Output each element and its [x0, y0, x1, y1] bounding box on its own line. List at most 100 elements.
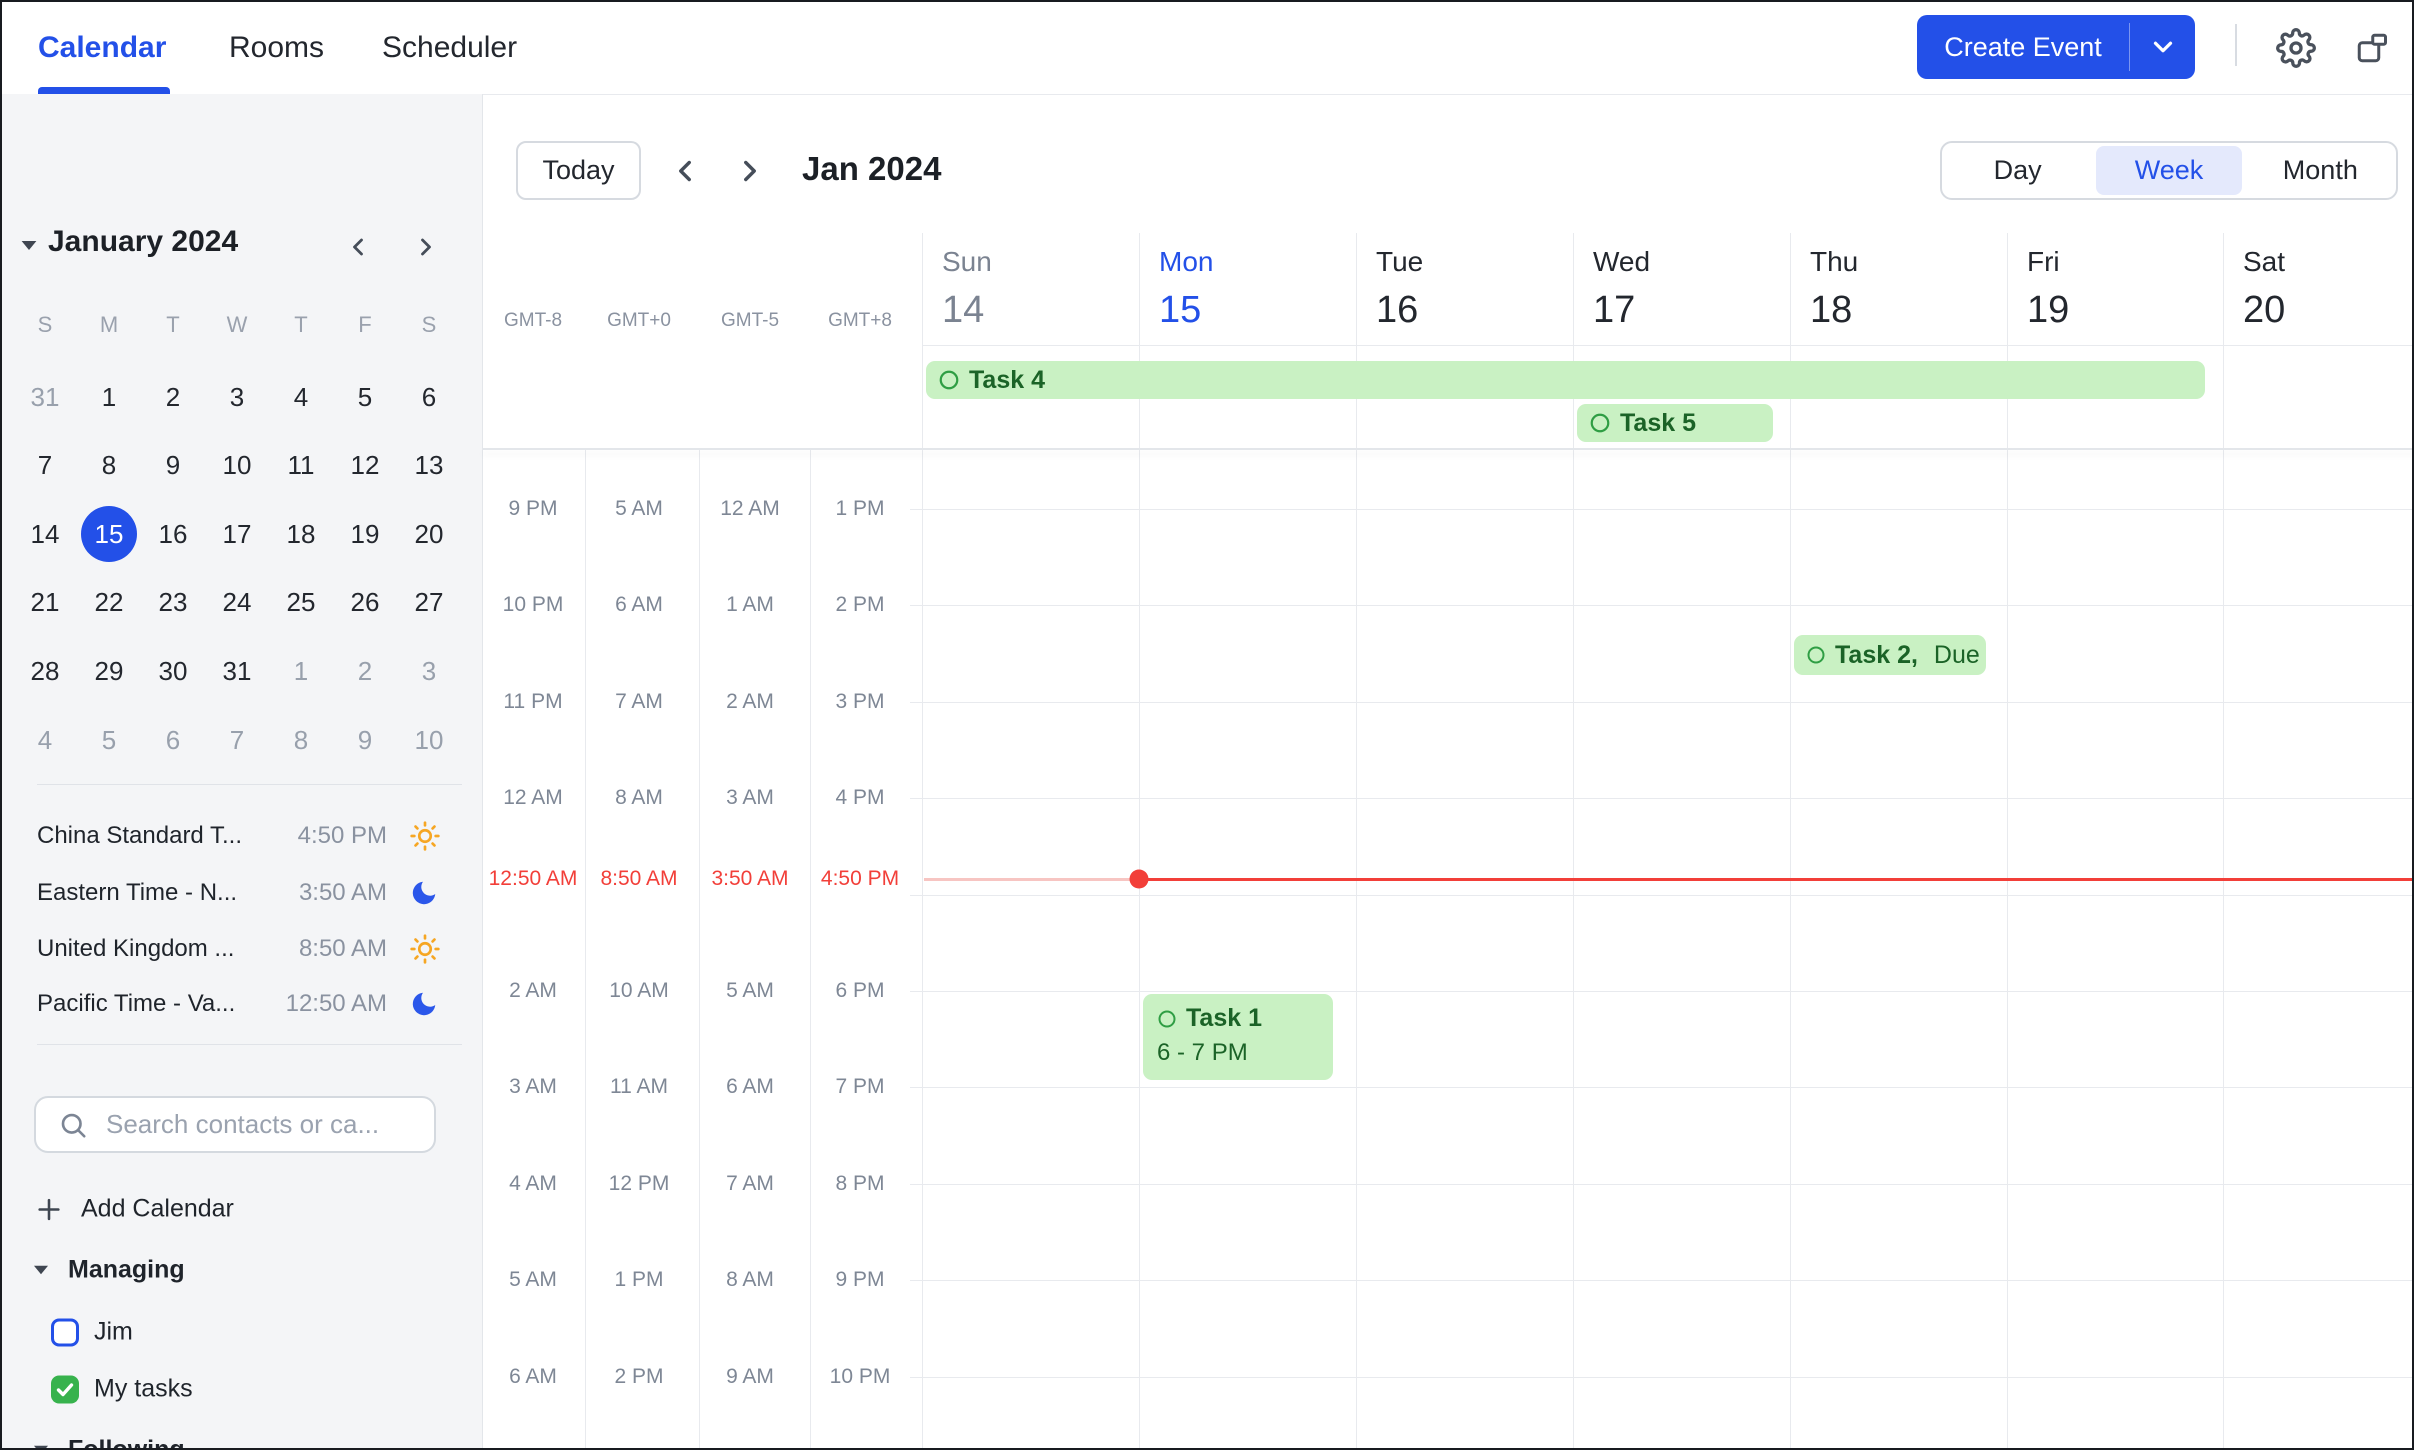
- minical-day[interactable]: 5: [101, 724, 117, 755]
- minical-day[interactable]: 27: [414, 586, 444, 617]
- event-chip[interactable]: Task 2, Due o: [1794, 635, 1986, 675]
- time-label: 2 AM: [509, 979, 557, 1002]
- gutter-column-line: [810, 448, 811, 1448]
- minical-day[interactable]: 29: [94, 655, 124, 686]
- checkbox-unchecked[interactable]: [51, 1318, 79, 1346]
- timezone-time: 12:50 AM: [285, 990, 387, 1017]
- tab-rooms[interactable]: Rooms: [229, 30, 325, 64]
- minical-day[interactable]: 4: [293, 381, 309, 412]
- minical-day[interactable]: 14: [30, 518, 60, 549]
- minical-day[interactable]: 31: [222, 655, 252, 686]
- section-header-managing[interactable]: Managing: [32, 1256, 185, 1285]
- minical-day[interactable]: 19: [350, 518, 380, 549]
- hour-line: [910, 798, 2412, 799]
- allday-task-chip[interactable]: Task 5: [1577, 404, 1773, 442]
- tab-calendar[interactable]: Calendar: [38, 30, 167, 64]
- create-event-dropdown[interactable]: [2130, 32, 2195, 62]
- minical-prev-button[interactable]: [343, 232, 373, 262]
- minical-day[interactable]: 8: [293, 724, 309, 755]
- day-header-sun[interactable]: Sun 14: [942, 248, 992, 331]
- chevron-right-icon: [412, 233, 440, 261]
- minical-day[interactable]: 6: [421, 381, 437, 412]
- day-header-tue[interactable]: Tue 16: [1376, 248, 1423, 331]
- minical-collapse-button[interactable]: [20, 240, 38, 251]
- day-column-line: [922, 233, 923, 1448]
- create-event-button[interactable]: Create Event: [1917, 15, 2195, 79]
- time-label: 6 PM: [835, 979, 885, 1002]
- minical-day[interactable]: 10: [414, 724, 444, 755]
- tab-scheduler[interactable]: Scheduler: [382, 30, 518, 64]
- minical-day[interactable]: 3: [421, 655, 437, 686]
- time-label: 9 PM: [508, 497, 558, 520]
- event-chip[interactable]: Task 1 6 - 7 PM: [1143, 994, 1333, 1080]
- minical-weekday: W: [226, 312, 248, 337]
- chevron-left-icon: [668, 154, 702, 188]
- day-header-mon[interactable]: Mon 15: [1159, 248, 1213, 331]
- popout-button[interactable]: [2354, 30, 2390, 66]
- minical-day[interactable]: 1: [101, 381, 117, 412]
- time-label: 5 AM: [615, 497, 663, 520]
- minical-day[interactable]: 9: [357, 724, 373, 755]
- minical-day[interactable]: 24: [222, 586, 252, 617]
- settings-button[interactable]: [2276, 28, 2316, 68]
- today-button[interactable]: Today: [516, 141, 641, 200]
- minical-day[interactable]: 26: [350, 586, 380, 617]
- minical-day[interactable]: 16: [158, 518, 188, 549]
- time-label: 12 AM: [720, 497, 780, 520]
- day-header-sat[interactable]: Sat 20: [2243, 248, 2285, 331]
- minical-day[interactable]: 2: [357, 655, 373, 686]
- task-circle-icon: [1806, 645, 1826, 665]
- day-header-thu[interactable]: Thu 18: [1810, 248, 1858, 331]
- day-header-fri[interactable]: Fri 19: [2027, 248, 2069, 331]
- prev-week-button[interactable]: [667, 153, 703, 189]
- minical-day-selected[interactable]: 15: [81, 506, 137, 562]
- minical-day[interactable]: 11: [287, 449, 315, 480]
- search-box: [34, 1096, 436, 1153]
- day-column-line: [2007, 233, 2008, 1448]
- minical-day[interactable]: 18: [286, 518, 316, 549]
- calendar-list-item[interactable]: Jim: [51, 1318, 133, 1347]
- minical-day[interactable]: 21: [30, 586, 60, 617]
- current-time-line-past: [924, 878, 1139, 881]
- search-input[interactable]: [104, 1108, 408, 1141]
- minical-day[interactable]: 7: [229, 724, 245, 755]
- minical-day[interactable]: 9: [165, 449, 181, 480]
- minical-day[interactable]: 4: [37, 724, 53, 755]
- minical-day[interactable]: 5: [357, 381, 373, 412]
- minical-day[interactable]: 30: [158, 655, 188, 686]
- minical-next-button[interactable]: [411, 232, 441, 262]
- sun-icon: [409, 933, 441, 965]
- minical-day[interactable]: 25: [286, 586, 316, 617]
- checkbox-checked[interactable]: [51, 1375, 79, 1403]
- minical-day[interactable]: 2: [165, 381, 181, 412]
- minical-day[interactable]: 13: [414, 449, 444, 480]
- time-label: 1 PM: [835, 497, 885, 520]
- minical-day[interactable]: 22: [94, 586, 124, 617]
- allday-task-chip[interactable]: Task 4: [926, 361, 2205, 399]
- section-header-following[interactable]: Following: [32, 1436, 185, 1448]
- minical-day[interactable]: 10: [222, 449, 252, 480]
- minical-day[interactable]: 20: [414, 518, 444, 549]
- minical-day[interactable]: 1: [293, 655, 309, 686]
- calendar-list-item[interactable]: My tasks: [51, 1375, 193, 1404]
- minical-day[interactable]: 28: [30, 655, 60, 686]
- view-option-day[interactable]: Day: [1993, 155, 2042, 185]
- minical-day[interactable]: 3: [229, 381, 245, 412]
- time-label: 9 AM: [726, 1365, 774, 1388]
- minical-day[interactable]: 23: [158, 586, 188, 617]
- minical-title[interactable]: January 2024: [48, 225, 239, 258]
- day-column-line: [1356, 233, 1357, 1448]
- minical-day[interactable]: 7: [37, 449, 53, 480]
- view-option-week[interactable]: Week: [2096, 146, 2242, 195]
- minical-day[interactable]: 17: [222, 518, 252, 549]
- minical-day[interactable]: 12: [350, 449, 380, 480]
- add-calendar-button[interactable]: Add Calendar: [35, 1195, 234, 1224]
- minical-day[interactable]: 31: [30, 381, 60, 412]
- minical-day[interactable]: 8: [101, 449, 117, 480]
- current-time-label: 8:50 AM: [600, 867, 678, 890]
- day-header-wed[interactable]: Wed 17: [1593, 248, 1650, 331]
- minical-day[interactable]: 6: [165, 724, 181, 755]
- view-option-month[interactable]: Month: [2282, 155, 2358, 185]
- next-week-button[interactable]: [732, 153, 768, 189]
